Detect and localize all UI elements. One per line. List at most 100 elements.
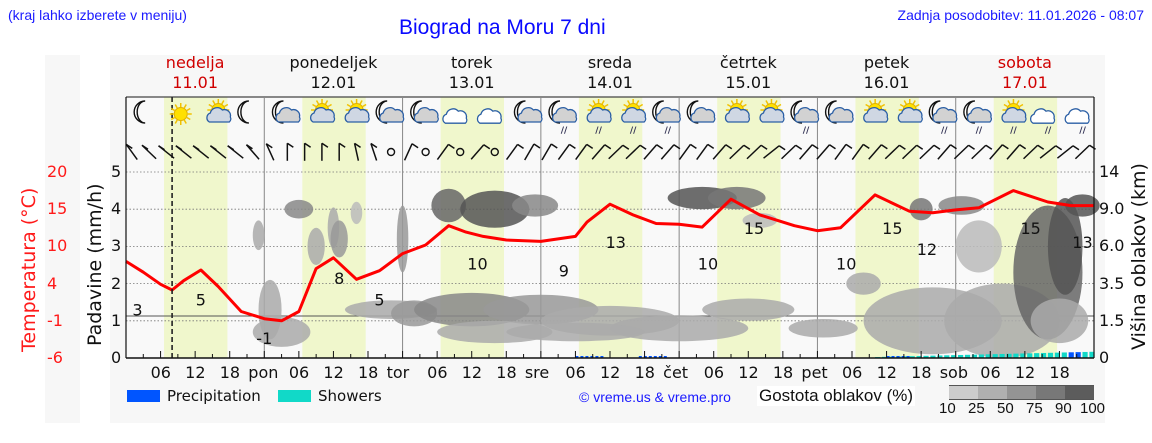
day-header: četrtek 15.01: [688, 53, 808, 93]
moon-cloud-rain-icon: //: [652, 100, 681, 136]
cloud-icon: [476, 108, 502, 124]
temp-tick: -1: [47, 310, 63, 330]
precip-tick: 2: [111, 273, 122, 293]
svg-text://: //: [1045, 126, 1052, 136]
svg-text://: //: [803, 126, 810, 136]
svg-text://: //: [630, 126, 637, 136]
location-menu-hint: (kraj lahko izberete v meniju): [8, 7, 187, 23]
cloud-height-tick: 1.5: [1099, 310, 1125, 330]
precip-tick: 0: [111, 348, 122, 367]
temp-axis-panel: [45, 55, 80, 423]
day-short-tick: sob: [939, 363, 968, 382]
hour-tick: 18: [911, 363, 932, 382]
day-header: ponedeljek 12.01: [273, 53, 393, 93]
cloud-height-tick: 14: [1099, 162, 1120, 181]
hour-tick: 06: [288, 363, 310, 382]
day-name: ponedeljek: [289, 53, 378, 72]
svg-text:13: 13: [1072, 233, 1092, 252]
hour-tick: 12: [323, 363, 344, 382]
hour-tick: 18: [358, 363, 379, 382]
wind-barbs: [125, 142, 1096, 161]
cloud-rain-icon: //: [1064, 108, 1090, 136]
sun-cloud-rain-icon: //: [621, 99, 647, 136]
temp-tick: 15: [47, 199, 68, 219]
day-date: 13.01: [448, 73, 495, 92]
cloud-height-tick: 6.0: [1099, 236, 1125, 256]
svg-text:12: 12: [917, 240, 937, 259]
day-date: 15.01: [725, 73, 772, 92]
precip-tick: 1: [111, 310, 122, 330]
svg-text:10: 10: [836, 255, 856, 274]
density-tick: 25: [968, 400, 985, 417]
day-short-tick: pon: [248, 363, 279, 382]
moon-cloud-rain-icon: //: [963, 100, 992, 136]
temp-tick: 20: [47, 162, 68, 181]
svg-text://: //: [1010, 126, 1017, 136]
legend-showers-swatch: [278, 390, 311, 402]
density-swatch: [1007, 385, 1036, 400]
cloud-height-tick: 3.5: [1099, 273, 1125, 293]
cloud-height-tick: 9.0: [1099, 199, 1125, 219]
day-header: sobota 17.01: [965, 53, 1085, 93]
sun-cloud-icon: [897, 99, 923, 123]
day-name: torek: [451, 53, 493, 72]
density-swatch: [1065, 385, 1094, 400]
svg-text:13: 13: [606, 233, 626, 252]
day-short-tick: tor: [386, 363, 410, 382]
density-tick: 100: [1080, 400, 1106, 417]
legend-precipitation-swatch: [127, 390, 160, 402]
svg-text:9: 9: [559, 262, 569, 281]
density-tick: 10: [939, 400, 956, 417]
hour-tick: 06: [427, 363, 448, 382]
density-swatch: [978, 385, 1007, 400]
hour-tick: 06: [842, 363, 863, 382]
cloud-icon: [442, 108, 468, 124]
svg-text:15: 15: [1020, 219, 1040, 238]
day-header: torek 13.01: [412, 53, 532, 93]
legend-precipitation-label: Precipitation: [167, 387, 261, 405]
sun-cloud-icon: [759, 99, 785, 123]
svg-text:10: 10: [467, 255, 487, 274]
hour-tick: 06: [703, 363, 725, 382]
hour-tick: 12: [1014, 363, 1036, 382]
day-name: četrtek: [719, 53, 777, 72]
svg-text:15: 15: [882, 219, 902, 238]
hour-tick: 18: [219, 363, 241, 382]
temp-tick: -6: [47, 348, 63, 367]
day-name: petek: [863, 53, 910, 72]
last-update-timestamp: Zadnja posodobitev: 11.01.2026 - 08:07: [897, 7, 1144, 23]
day-date: 14.01: [587, 73, 633, 92]
page-title: Biograd na Moru 7 dni: [399, 16, 606, 39]
hour-tick: 18: [496, 363, 517, 382]
moon-cloud-icon: [824, 100, 854, 124]
sun-icon: [169, 103, 192, 125]
day-name: sobota: [997, 53, 1052, 72]
sun-cloud-icon: [206, 99, 232, 123]
precip-tick: 5: [111, 162, 122, 181]
precip-tick: 4: [111, 199, 122, 219]
moon-cloud-icon: [513, 100, 543, 124]
temp-tick: 10: [47, 236, 68, 256]
day-header: nedelja 11.01: [135, 53, 255, 93]
day-header: petek 16.01: [827, 53, 947, 93]
day-header: sreda 14.01: [550, 53, 670, 93]
moon-cloud-icon: [410, 100, 439, 124]
density-tick: 90: [1055, 400, 1072, 417]
precip-tick: 3: [111, 236, 122, 256]
day-name: sreda: [587, 53, 633, 72]
sun-cloud-icon: [724, 99, 750, 123]
hour-tick: 18: [1049, 363, 1070, 382]
hour-tick: 06: [150, 363, 171, 382]
svg-text://: //: [595, 126, 602, 136]
copyright-link[interactable]: © vreme.us & vreme.pro: [579, 389, 731, 405]
sun-cloud-icon: [309, 99, 336, 123]
svg-text://: //: [561, 126, 568, 136]
sun-cloud-rain-icon: //: [586, 99, 612, 136]
hour-tick: 12: [876, 363, 897, 382]
moon-cloud-icon: [271, 100, 301, 124]
cloud-height-tick: 0: [1099, 348, 1110, 367]
svg-text:10: 10: [698, 255, 718, 274]
svg-text:-1: -1: [256, 329, 272, 348]
hour-tick: 18: [634, 363, 655, 382]
